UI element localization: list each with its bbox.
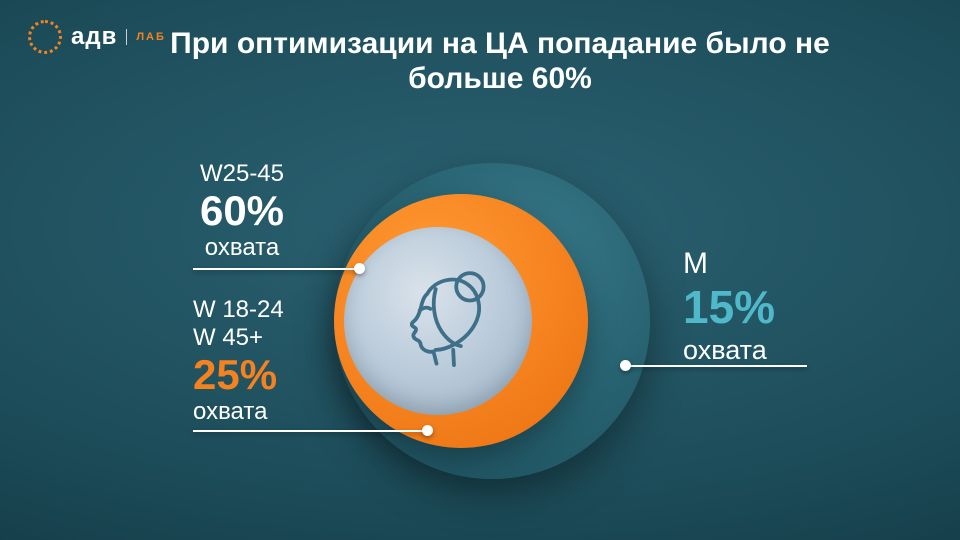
callout-w1824-unit: охвата bbox=[193, 398, 268, 426]
hair-outline-shape bbox=[425, 277, 481, 352]
leader-dot-w1824 bbox=[422, 425, 433, 436]
hair-inner-line-shape bbox=[431, 287, 463, 348]
leader-dot-w2545 bbox=[354, 263, 365, 274]
title-line-2: больше 60% bbox=[408, 62, 592, 96]
slide-title: При оптимизации на ЦА попадание было не … bbox=[80, 26, 920, 97]
callout-w1824-w45: W 18-24 W 45+ 25% охвата bbox=[193, 296, 383, 427]
callout-male-unit: охвата bbox=[683, 334, 767, 365]
callout-male-label: M bbox=[683, 247, 708, 280]
leader-line-w2545 bbox=[193, 268, 361, 270]
callout-w2545-value: 60% bbox=[199, 187, 285, 235]
circle-w2545-coverage bbox=[344, 227, 532, 415]
leader-dot-male bbox=[620, 360, 631, 371]
callout-w1824-value: 25% bbox=[193, 351, 278, 399]
hair-bun-shape bbox=[454, 271, 486, 303]
leader-line-male bbox=[627, 365, 807, 367]
leader-line-w1824 bbox=[193, 430, 431, 432]
logo-text-main: адв bbox=[71, 23, 118, 50]
logo: адв ЛАБ bbox=[28, 20, 166, 54]
callout-w2545-unit: охвата bbox=[204, 234, 280, 262]
face-profile-shape bbox=[409, 291, 439, 366]
callout-w1824-label-1: W 18-24 bbox=[193, 296, 284, 323]
callout-w2545-label: W25-45 bbox=[199, 160, 285, 187]
callout-w1824-label-2: W 45+ bbox=[193, 324, 264, 352]
callout-male-value: 15% bbox=[683, 281, 776, 333]
neck-shape bbox=[451, 347, 456, 367]
title-line-1: При оптимизации на ЦА попадание было не bbox=[170, 27, 830, 60]
logo-dotted-circle-icon bbox=[28, 20, 62, 54]
woman-head-icon bbox=[409, 271, 486, 367]
callout-male: M 15% охвата bbox=[683, 246, 893, 366]
callout-w2545: W25-45 60% охвата bbox=[162, 160, 322, 263]
logo-divider bbox=[126, 29, 128, 45]
logo-text-sub: ЛАБ bbox=[136, 31, 166, 43]
eyebrow-shape bbox=[417, 305, 433, 313]
